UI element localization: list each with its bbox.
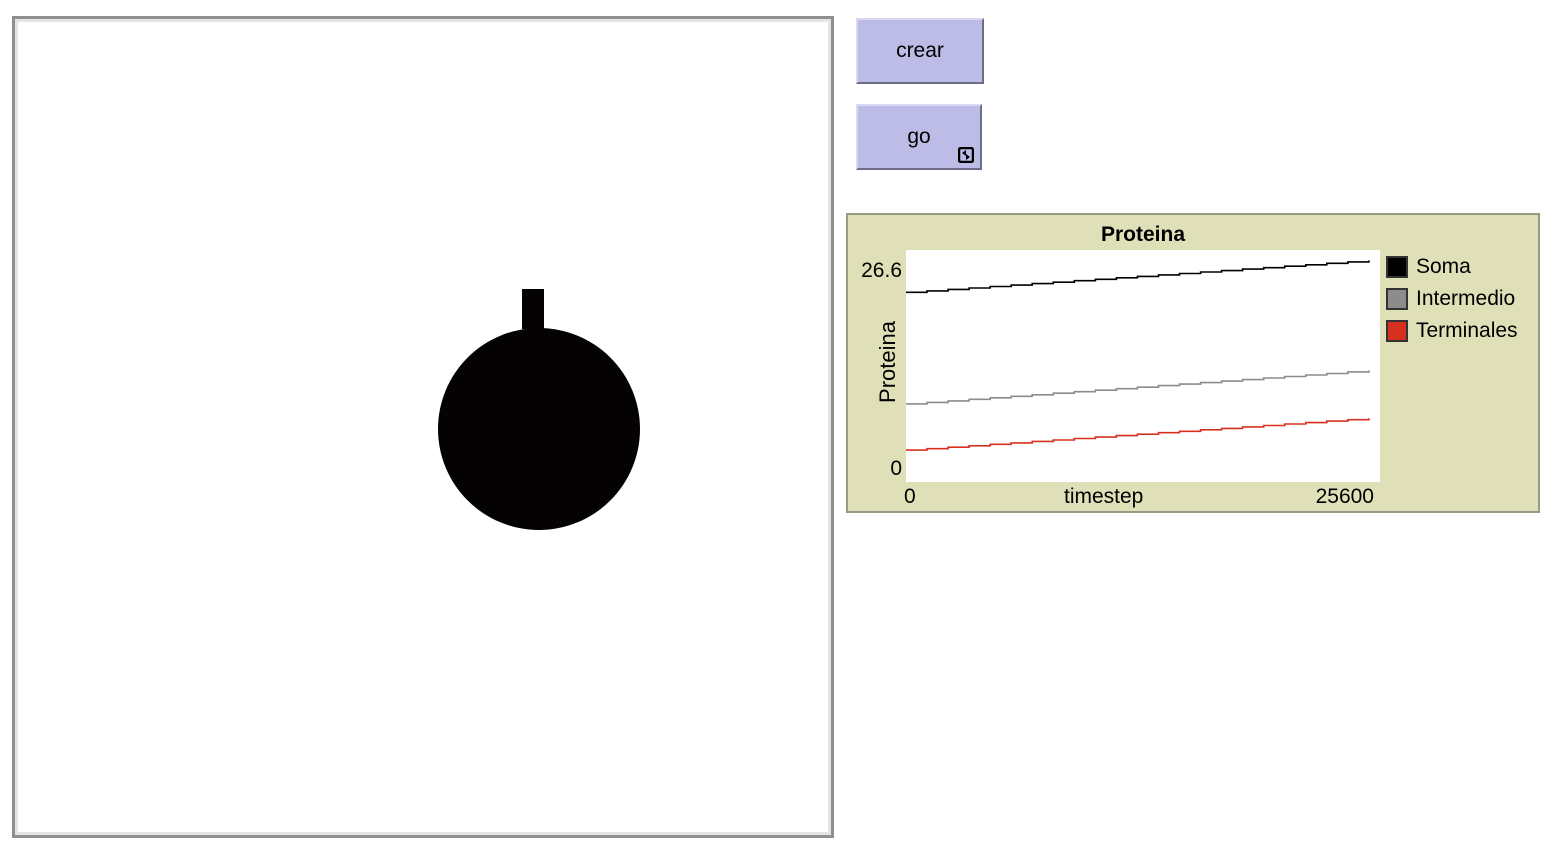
y-min-label: 0 [890, 457, 902, 480]
go-button[interactable]: go [856, 104, 982, 170]
series-line-soma [906, 260, 1370, 294]
y-max-label: 26.6 [861, 259, 902, 282]
world-view[interactable] [12, 16, 834, 838]
world-canvas [438, 289, 640, 530]
plot-title: Proteina [1100, 223, 1186, 246]
legend-item-intermedio: Intermedio [1386, 283, 1518, 315]
x-axis-label: timestep [1064, 485, 1144, 508]
legend-label: Intermedio [1416, 287, 1516, 310]
x-min-label: 0 [904, 485, 916, 508]
proteina-plot: Proteina 26.6 0 Proteina 0 timestep 2560… [846, 213, 1540, 513]
crear-button[interactable]: crear [856, 18, 984, 84]
series-line-intermedio [906, 370, 1370, 405]
plot-area [906, 250, 1380, 482]
series-line-terminales [906, 418, 1370, 451]
plot-legend: Soma Intermedio Terminales [1386, 251, 1518, 347]
legend-swatch [1386, 288, 1408, 310]
plot-canvas [906, 260, 1370, 451]
x-max-label: 25600 [1315, 485, 1374, 508]
crear-button-label: crear [896, 39, 944, 62]
legend-label: Soma [1416, 255, 1471, 278]
legend-item-terminales: Terminales [1386, 315, 1518, 347]
go-button-label: go [907, 125, 931, 148]
legend-label: Terminales [1416, 319, 1518, 342]
legend-item-soma: Soma [1386, 251, 1518, 283]
soma-agent [438, 328, 640, 530]
forever-icon [958, 147, 974, 163]
y-axis-label: Proteina [875, 321, 900, 403]
axon-segment [522, 289, 544, 329]
legend-swatch [1386, 320, 1408, 342]
legend-swatch [1386, 256, 1408, 278]
